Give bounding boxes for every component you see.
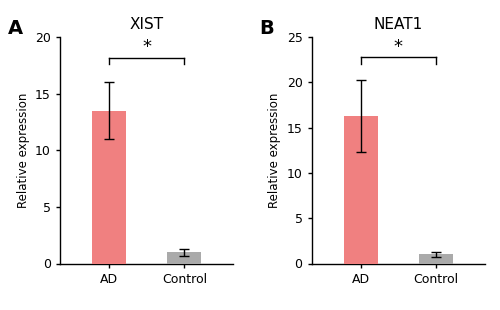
Bar [419,255,453,264]
Text: A: A [8,19,23,38]
Y-axis label: Relative expression: Relative expression [16,93,30,208]
Text: *: * [142,38,151,56]
Bar [168,252,202,264]
Bar [92,111,126,264]
Title: NEAT1: NEAT1 [374,17,423,32]
Bar [344,116,378,264]
Text: *: * [394,38,403,56]
Y-axis label: Relative expression: Relative expression [268,93,281,208]
Text: B: B [260,19,274,38]
Title: XIST: XIST [130,17,164,32]
